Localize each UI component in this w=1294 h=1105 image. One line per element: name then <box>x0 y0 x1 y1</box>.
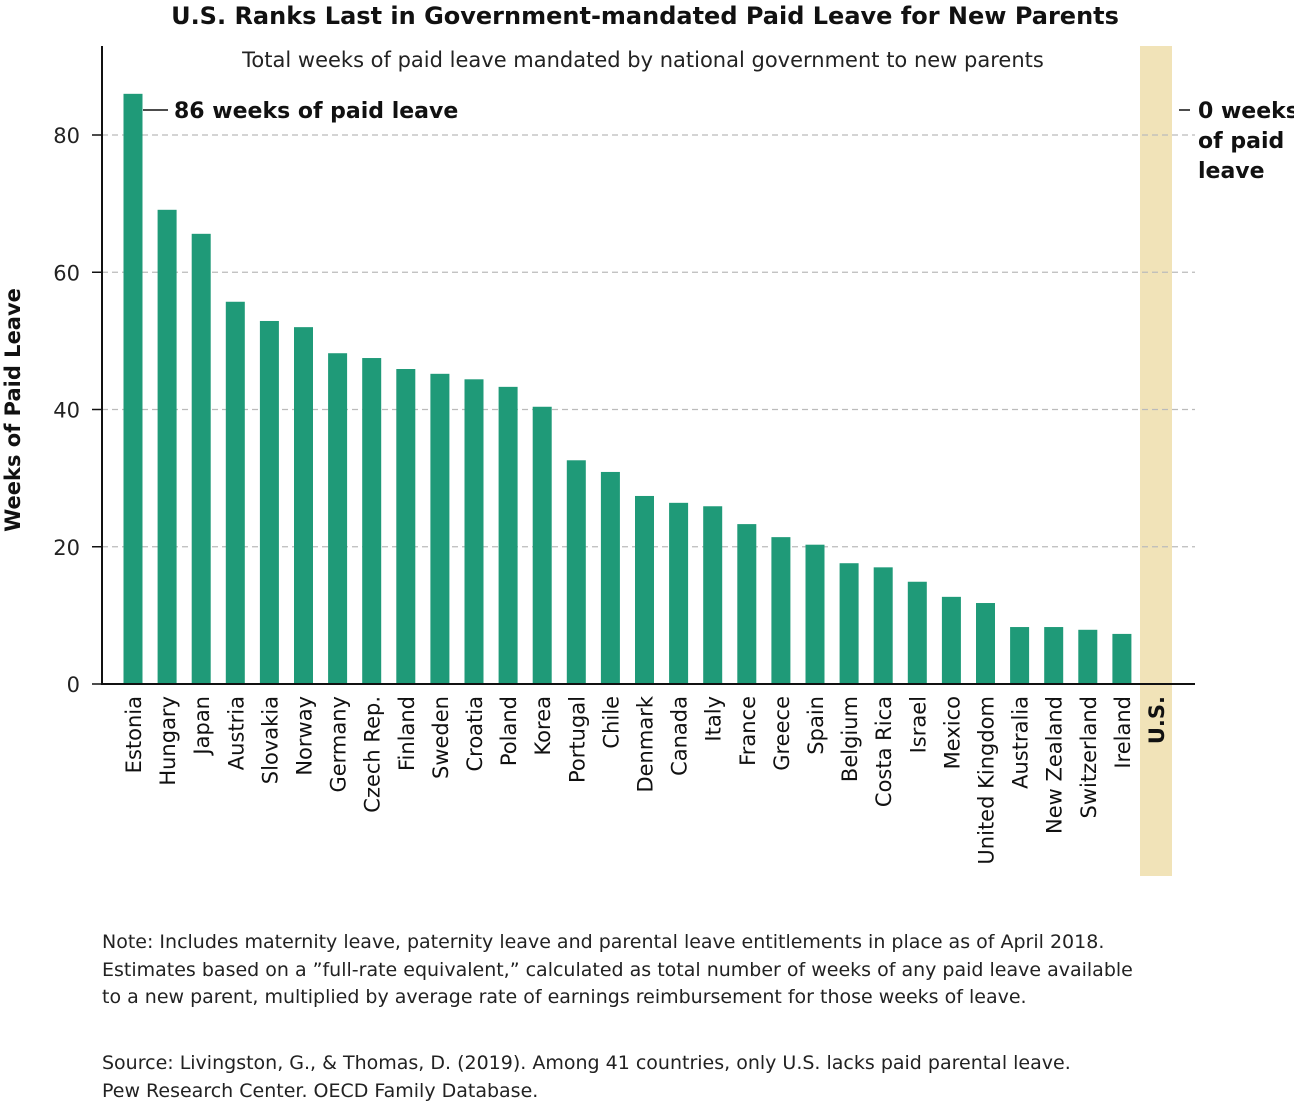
x-tick-label: Belgium <box>838 696 862 782</box>
bar-czech-rep- <box>362 358 382 684</box>
bar-costa-rica <box>873 567 893 684</box>
bar-belgium <box>839 563 859 684</box>
chart-source: Source: Livingston, G., & Thomas, D. (20… <box>102 1052 1071 1102</box>
x-tick-label: Italy <box>702 696 726 742</box>
x-tick-label: Australia <box>1009 696 1033 789</box>
x-tick-label: Finland <box>395 696 419 771</box>
bar-switzerland <box>1078 629 1098 684</box>
bar-spain <box>805 544 825 684</box>
x-tick-label: Japan <box>190 696 214 757</box>
x-tick-label: Estonia <box>122 696 146 773</box>
x-tick-label: Canada <box>668 696 692 776</box>
bar-canada <box>669 502 689 684</box>
bar-australia <box>1010 627 1030 684</box>
bar-mexico <box>941 596 961 684</box>
x-tick-label: United Kingdom <box>975 696 999 865</box>
us-annotation-line: of paid <box>1198 129 1284 154</box>
x-tick-label: Austria <box>224 696 248 770</box>
bar-finland <box>396 369 416 684</box>
x-tick-label: Croatia <box>463 696 487 772</box>
bar-ireland <box>1112 633 1132 684</box>
chart-note: Note: Includes maternity leave, paternit… <box>102 931 1133 1008</box>
bar-poland <box>498 386 518 684</box>
chart-subtitle: Total weeks of paid leave mandated by na… <box>241 48 1044 72</box>
us-annotation-line: 0 weeks <box>1198 99 1294 124</box>
x-tick-label: Spain <box>804 696 828 755</box>
bar-italy <box>703 506 723 684</box>
bar-korea <box>532 406 552 684</box>
bar-estonia <box>123 93 143 684</box>
bar-chile <box>600 471 620 684</box>
y-tick-label: 60 <box>53 261 80 285</box>
us-annotation: 0 weeks of paid leave <box>1198 99 1294 184</box>
bar-austria <box>225 301 245 684</box>
y-axis-label: Weeks of Paid Leave <box>1 288 25 532</box>
chart-title: U.S. Ranks Last in Government-mandated P… <box>171 2 1119 30</box>
x-tick-label: Germany <box>327 696 351 793</box>
bar-greece <box>771 537 791 684</box>
x-tick-label: Ireland <box>1111 696 1135 769</box>
bar-israel <box>907 581 927 684</box>
x-tick-label: Greece <box>770 696 794 771</box>
bar-germany <box>328 353 348 684</box>
x-tick-label: Costa Rica <box>872 696 896 807</box>
x-tick-label: Chile <box>599 696 623 749</box>
x-tick-label: Israel <box>906 696 930 753</box>
x-tick-label: Denmark <box>634 695 658 792</box>
bar-slovakia <box>259 320 279 684</box>
bar-croatia <box>464 379 484 684</box>
bar-united-kingdom <box>976 603 995 684</box>
x-tick-label: Hungary <box>156 696 180 786</box>
bar-portugal <box>566 460 586 684</box>
bar-denmark <box>635 495 654 684</box>
us-highlight-band <box>1140 46 1172 876</box>
bar-japan <box>191 233 211 684</box>
x-tick-label: Switzerland <box>1077 696 1101 819</box>
bar-sweden <box>430 373 450 684</box>
x-tick-label: Czech Rep. <box>361 696 385 813</box>
x-tick-label: Portugal <box>565 696 589 783</box>
bar-hungary <box>157 209 177 684</box>
x-tick-label: Slovakia <box>258 696 282 784</box>
y-tick-label: 80 <box>53 124 80 148</box>
x-tick-label: Norway <box>293 696 317 776</box>
bar-france <box>737 524 757 684</box>
us-annotation-line: leave <box>1198 159 1265 184</box>
x-tick-label: New Zealand <box>1043 696 1067 834</box>
x-tick-label: Korea <box>531 696 555 756</box>
x-tick-label: Mexico <box>940 696 964 769</box>
bar-norway <box>294 327 313 684</box>
max-annotation: 86 weeks of paid leave <box>174 99 458 124</box>
x-tick-label: U.S. <box>1145 696 1169 744</box>
x-tick-label: Sweden <box>429 696 453 779</box>
y-tick-label: 40 <box>53 399 80 423</box>
y-tick-label: 0 <box>67 673 80 697</box>
y-tick-label: 20 <box>53 536 80 560</box>
bar-new-zealand <box>1044 627 1064 684</box>
x-tick-label: France <box>736 696 760 766</box>
x-tick-label: Poland <box>497 696 521 766</box>
